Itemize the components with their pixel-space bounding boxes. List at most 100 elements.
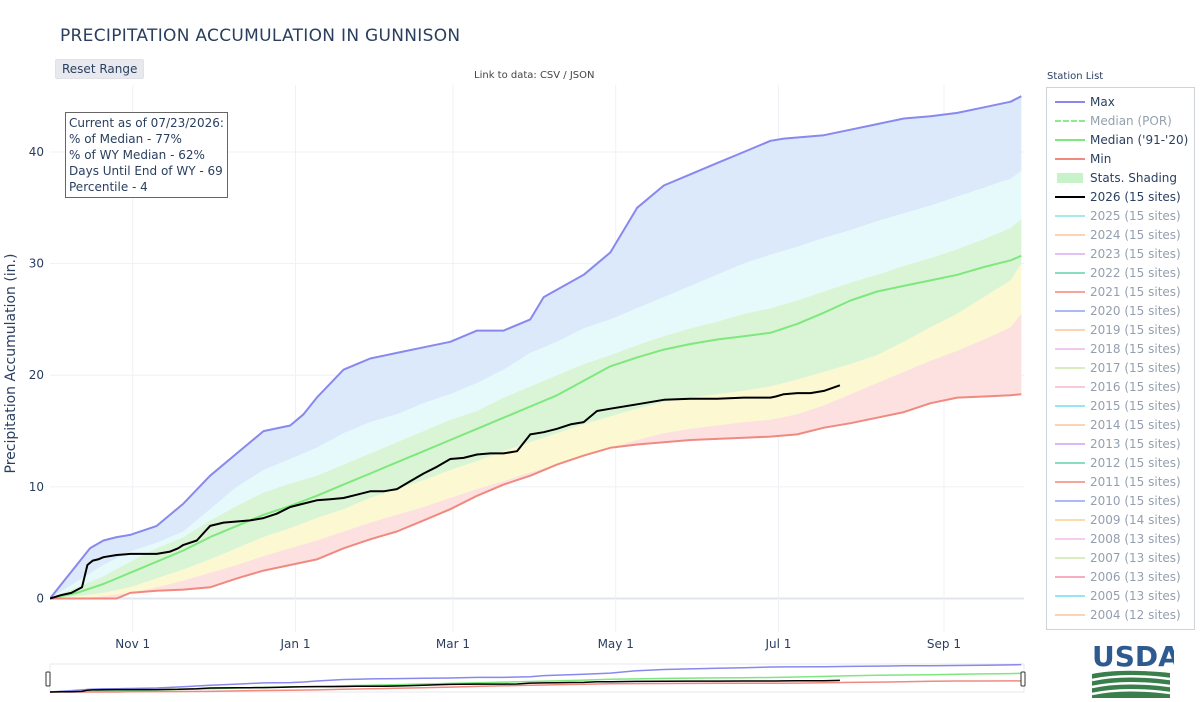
legend-item-2024-15-sites[interactable]: 2024 (15 sites) — [1047, 225, 1194, 244]
range-slider-line — [50, 680, 1022, 693]
legend-item-2006-13-sites[interactable]: 2006 (13 sites) — [1047, 567, 1194, 586]
legend-item-2017-15-sites[interactable]: 2017 (15 sites) — [1047, 358, 1194, 377]
legend-item-median-91-20[interactable]: Median ('91-'20) — [1047, 130, 1194, 149]
legend-label: 2008 (13 sites) — [1090, 531, 1181, 546]
stats-band — [50, 171, 1022, 599]
legend-swatch — [1055, 343, 1085, 355]
legend-item-2026-15-sites[interactable]: 2026 (15 sites) — [1047, 187, 1194, 206]
legend-swatch — [1055, 115, 1085, 127]
legend-item-2010-15-sites[interactable]: 2010 (15 sites) — [1047, 491, 1194, 510]
legend-label: 2018 (15 sites) — [1090, 341, 1181, 356]
x-tick-label: Sep 1 — [927, 637, 961, 651]
y-axis-label: Precipitation Accumulation (in.) — [3, 254, 19, 474]
legend-swatch — [1055, 495, 1085, 507]
legend-swatch — [1055, 533, 1085, 545]
reset-range-button[interactable]: Reset Range — [55, 59, 145, 79]
legend-swatch — [1055, 210, 1085, 222]
stats-band — [50, 96, 1022, 599]
legend-item-2018-15-sites[interactable]: 2018 (15 sites) — [1047, 339, 1194, 358]
legend-label: 2015 (15 sites) — [1090, 398, 1181, 413]
series-line-2026-15-sites — [50, 384, 841, 600]
range-handle-right[interactable] — [1020, 671, 1026, 687]
legend-label: 2025 (15 sites) — [1090, 208, 1181, 223]
legend-swatch — [1055, 267, 1085, 279]
legend-item-2022-15-sites[interactable]: 2022 (15 sites) — [1047, 263, 1194, 282]
legend-label: 2011 (15 sites) — [1090, 474, 1181, 489]
legend-item-2007-13-sites[interactable]: 2007 (13 sites) — [1047, 548, 1194, 567]
legend-item-max[interactable]: Max — [1047, 92, 1194, 111]
legend-swatch — [1055, 305, 1085, 317]
legend-swatch — [1055, 381, 1085, 393]
legend-item-2004-12-sites[interactable]: 2004 (12 sites) — [1047, 605, 1194, 624]
legend-item-median-por[interactable]: Median (POR) — [1047, 111, 1194, 130]
legend-label: 2022 (15 sites) — [1090, 265, 1181, 280]
legend-label: 2009 (14 sites) — [1090, 512, 1181, 527]
annotation-line: % of WY Median - 62% — [69, 148, 205, 162]
legend-label: 2021 (15 sites) — [1090, 284, 1181, 299]
legend-label: 2014 (15 sites) — [1090, 417, 1181, 432]
legend-item-2014-15-sites[interactable]: 2014 (15 sites) — [1047, 415, 1194, 434]
legend-item-stats-shading[interactable]: Stats. Shading — [1047, 168, 1194, 187]
legend-item-2021-15-sites[interactable]: 2021 (15 sites) — [1047, 282, 1194, 301]
legend-item-2012-15-sites[interactable]: 2012 (15 sites) — [1047, 453, 1194, 472]
legend-label: 2013 (15 sites) — [1090, 436, 1181, 451]
json-link[interactable]: JSON — [569, 70, 595, 81]
csv-link[interactable]: CSV — [539, 70, 561, 81]
x-tick-label: Jul 1 — [765, 637, 792, 651]
legend-label: 2016 (15 sites) — [1090, 379, 1181, 394]
legend-item-2023-15-sites[interactable]: 2023 (15 sites) — [1047, 244, 1194, 263]
legend-swatch — [1055, 571, 1085, 583]
legend-label: 2012 (15 sites) — [1090, 455, 1181, 470]
x-tick-label: Nov 1 — [115, 637, 150, 651]
stats-band — [50, 219, 1022, 599]
y-tick-label: 10 — [29, 480, 44, 494]
legend-swatch — [1055, 476, 1085, 488]
usda-logo: USDA — [1090, 640, 1180, 698]
legend-item-2013-15-sites[interactable]: 2013 (15 sites) — [1047, 434, 1194, 453]
legend-item-2015-15-sites[interactable]: 2015 (15 sites) — [1047, 396, 1194, 415]
legend-swatch — [1055, 229, 1085, 241]
legend-swatch — [1055, 552, 1085, 564]
legend-swatch — [1055, 362, 1085, 374]
station-list-title: Station List — [1047, 71, 1104, 82]
legend-swatch — [1055, 286, 1085, 298]
range-slider-line — [49, 663, 1022, 693]
range-slider-line — [49, 679, 840, 693]
legend-item-2016-15-sites[interactable]: 2016 (15 sites) — [1047, 377, 1194, 396]
legend-label: Max — [1090, 94, 1115, 109]
legend-item-2011-15-sites[interactable]: 2011 (15 sites) — [1047, 472, 1194, 491]
legend-label: 2007 (13 sites) — [1090, 550, 1181, 565]
legend-label: Median ('91-'20) — [1090, 132, 1189, 147]
legend-swatch — [1055, 324, 1085, 336]
annotation-line: Days Until End of WY - 69 — [69, 164, 223, 178]
legend-swatch — [1055, 248, 1085, 260]
station-legend: Max Median (POR) Median ('91-'20) Min Stats.… — [1046, 87, 1195, 630]
legend-item-2019-15-sites[interactable]: 2019 (15 sites) — [1047, 320, 1194, 339]
series-line-min — [50, 393, 1022, 600]
legend-item-min[interactable]: Min — [1047, 149, 1194, 168]
legend-item-2009-14-sites[interactable]: 2009 (14 sites) — [1047, 510, 1194, 529]
annotation-line: Percentile - 4 — [69, 180, 148, 194]
legend-swatch — [1055, 153, 1085, 165]
data-link-prefix: Link to data: — [474, 70, 540, 81]
legend-swatch — [1055, 514, 1085, 526]
legend-label: 2026 (15 sites) — [1090, 189, 1181, 204]
legend-label: 2004 (12 sites) — [1090, 607, 1181, 622]
legend-item-2025-15-sites[interactable]: 2025 (15 sites) — [1047, 206, 1194, 225]
legend-item-2008-13-sites[interactable]: 2008 (13 sites) — [1047, 529, 1194, 548]
legend-item-2020-15-sites[interactable]: 2020 (15 sites) — [1047, 301, 1194, 320]
legend-item-2005-13-sites[interactable]: 2005 (13 sites) — [1047, 586, 1194, 605]
legend-label: 2017 (15 sites) — [1090, 360, 1181, 375]
legend-label: 2010 (15 sites) — [1090, 493, 1181, 508]
legend-swatch — [1055, 191, 1085, 203]
legend-swatch — [1055, 590, 1085, 602]
range-handle-left[interactable] — [45, 671, 51, 687]
y-tick-label: 20 — [29, 368, 44, 382]
legend-label: 2005 (13 sites) — [1090, 588, 1181, 603]
legend-swatch — [1055, 96, 1085, 108]
data-links: Link to data: CSV / JSON — [474, 70, 595, 81]
range-slider-track — [49, 663, 1025, 693]
legend-label: 2006 (13 sites) — [1090, 569, 1181, 584]
y-tick-label: 0 — [36, 592, 44, 606]
